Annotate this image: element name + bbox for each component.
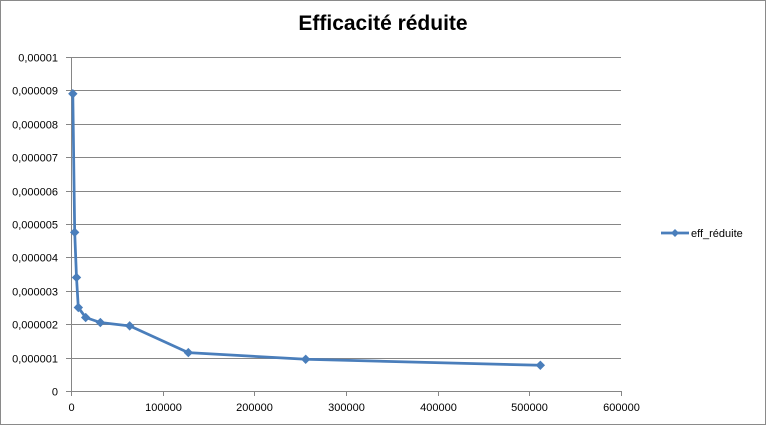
data-point bbox=[71, 272, 82, 283]
y-tick-label: 0,000004 bbox=[12, 253, 58, 265]
legend-label: eff_réduite bbox=[691, 228, 743, 240]
legend-marker bbox=[671, 229, 679, 237]
y-tick-label: 0,000006 bbox=[12, 187, 58, 199]
data-point bbox=[80, 312, 91, 323]
data-point bbox=[73, 302, 84, 313]
data-point bbox=[95, 317, 106, 328]
y-tick-label: 0,000002 bbox=[12, 320, 58, 332]
x-tick-label: 300000 bbox=[328, 402, 365, 414]
series-layer bbox=[68, 89, 546, 370]
data-point bbox=[183, 347, 194, 358]
y-tick-label: 0,00001 bbox=[18, 53, 58, 65]
y-tick-label: 0,000009 bbox=[12, 86, 58, 98]
y-tick-label: 0,000003 bbox=[12, 287, 58, 299]
data-point bbox=[300, 354, 311, 364]
y-tick-label: 0,000005 bbox=[12, 220, 58, 232]
y-tick-label: 0,000001 bbox=[12, 354, 58, 366]
x-tick-label: 100000 bbox=[145, 402, 182, 414]
y-tick-label: 0,000007 bbox=[12, 153, 58, 165]
gridlines bbox=[71, 57, 621, 359]
chart-title: Efficacité réduite bbox=[298, 12, 468, 35]
series-line bbox=[71, 93, 541, 367]
data-point bbox=[69, 227, 80, 238]
x-tick-label: 400000 bbox=[420, 402, 457, 414]
data-point bbox=[124, 321, 135, 331]
x-tick-label: 200000 bbox=[236, 402, 273, 414]
data-point bbox=[68, 89, 78, 99]
y-tick-label: 0,000008 bbox=[12, 120, 58, 132]
x-tick-label: 0 bbox=[68, 402, 74, 414]
x-tick-label: 500000 bbox=[511, 402, 548, 414]
y-tick-labels: 0 0,000001 0,000002 0,000003 0,000004 0,00000… bbox=[12, 53, 58, 399]
legend: eff_réduite bbox=[661, 228, 743, 240]
x-tick-labels: 0 100000 200000 300000 400000 500000 600000 bbox=[68, 402, 639, 414]
x-tick-label: 600000 bbox=[603, 402, 640, 414]
data-point bbox=[535, 360, 546, 370]
y-tick-label: 0 bbox=[52, 387, 58, 399]
axes bbox=[66, 57, 622, 396]
